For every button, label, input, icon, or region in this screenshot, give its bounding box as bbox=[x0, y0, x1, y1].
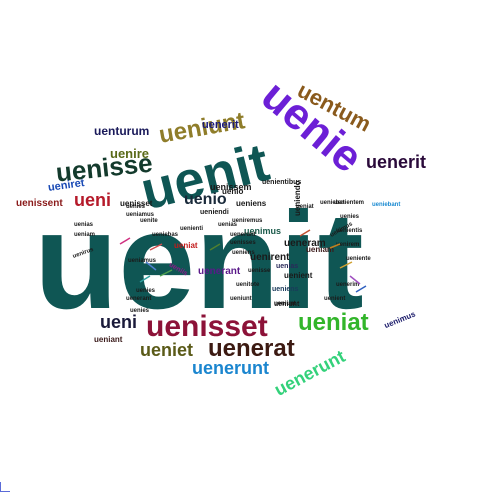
cloud-word: ueniant bbox=[94, 335, 123, 344]
cloud-word: uenias bbox=[276, 263, 298, 270]
cloud-word: uenisset bbox=[146, 310, 268, 343]
cloud-word: uenientem bbox=[334, 200, 364, 206]
cloud-word: ueniens bbox=[236, 199, 267, 208]
cloud-word: uenies bbox=[340, 214, 360, 220]
cloud-word: uenientibus bbox=[262, 179, 301, 186]
cloud-word: uenienti bbox=[180, 226, 203, 232]
cloud-word: ueniente bbox=[346, 256, 371, 262]
cloud-word: uenient bbox=[324, 296, 345, 302]
tiny-word-mark bbox=[339, 261, 353, 269]
cloud-word: uenire bbox=[110, 146, 149, 161]
tiny-word-mark bbox=[149, 243, 163, 251]
cloud-word: ueniam bbox=[306, 245, 334, 254]
cloud-word: ueniendo bbox=[293, 180, 302, 216]
cloud-word: ueniebas bbox=[152, 232, 179, 238]
cloud-word: uenio bbox=[184, 191, 227, 208]
tiny-word-mark bbox=[209, 243, 221, 251]
cloud-word: uenimus bbox=[244, 226, 281, 236]
cloud-word: uenissent bbox=[16, 198, 63, 209]
cloud-word: ueniat bbox=[174, 241, 198, 250]
tiny-word-mark bbox=[355, 285, 367, 293]
cloud-word: ueniens bbox=[232, 250, 255, 256]
cloud-word: uenitote bbox=[236, 282, 260, 288]
cloud-word: uenerant bbox=[198, 266, 241, 277]
tiny-word-mark bbox=[139, 275, 151, 283]
cloud-word: uenies bbox=[130, 308, 150, 314]
cloud-word: uenientis bbox=[336, 228, 363, 234]
cloud-word: uenirent bbox=[250, 252, 290, 263]
cloud-word: uenite bbox=[140, 218, 158, 224]
cloud-word: ueniet bbox=[140, 340, 193, 360]
cloud-word: uenit bbox=[34, 184, 364, 338]
cloud-word: ueniat bbox=[298, 309, 369, 336]
cloud-word: ueniebat bbox=[320, 200, 345, 206]
cloud-word: uenias bbox=[74, 222, 94, 228]
cloud-word: ueniens bbox=[272, 286, 299, 293]
cloud-word: uenimus bbox=[383, 309, 417, 330]
cloud-word: ueniamus bbox=[126, 212, 155, 218]
cloud-word: uenerunt bbox=[192, 358, 269, 378]
cloud-word: ueniat bbox=[296, 204, 314, 210]
cloud-word: ueniunt bbox=[230, 296, 252, 302]
cloud-word: uenio bbox=[222, 187, 243, 196]
cloud-word: uenerat bbox=[208, 335, 295, 362]
cloud-word: uenerim bbox=[336, 282, 359, 288]
cloud-word: ueni bbox=[74, 190, 111, 210]
cloud-word: ueniunt bbox=[274, 301, 296, 307]
cloud-word: ueniamus bbox=[128, 258, 157, 264]
cloud-word: ueni bbox=[100, 312, 137, 332]
corner-mark bbox=[0, 482, 10, 492]
tiny-word-marks bbox=[119, 229, 367, 293]
tiny-word-mark bbox=[159, 269, 173, 277]
cloud-word: uenerunt bbox=[230, 232, 256, 238]
tiny-word-mark bbox=[329, 243, 341, 249]
tiny-word-mark bbox=[119, 237, 131, 245]
cloud-word: uenias bbox=[218, 222, 238, 228]
cloud-word: uenient bbox=[284, 271, 313, 280]
cloud-word: ueniunt bbox=[274, 301, 300, 308]
cloud-word: ueniebant bbox=[372, 202, 400, 208]
cloud-word: uenerant bbox=[126, 296, 151, 302]
cloud-word: ueniret bbox=[47, 177, 85, 194]
cloud-word: uenisses bbox=[230, 240, 256, 246]
cloud-word: uenerit bbox=[202, 119, 239, 131]
cloud-word: uenerit bbox=[366, 152, 426, 172]
cloud-word: uenturum bbox=[94, 124, 149, 138]
cloud-word: ueniendi bbox=[200, 209, 229, 216]
cloud-word: ueniam bbox=[74, 232, 95, 238]
cloud-word: uenissem bbox=[210, 182, 252, 192]
tiny-word-mark bbox=[145, 261, 157, 271]
cloud-word: ueniremus bbox=[232, 218, 263, 224]
tiny-word-mark bbox=[299, 229, 311, 237]
cloud-word: uenisse bbox=[248, 268, 271, 274]
cloud-word: ueneram bbox=[284, 238, 326, 249]
cloud-word: uenies bbox=[126, 204, 146, 210]
cloud-word: uenisset bbox=[120, 199, 153, 208]
tiny-word-mark bbox=[349, 275, 361, 285]
cloud-word: uenirem bbox=[336, 242, 359, 248]
cloud-word: uenies bbox=[136, 288, 156, 294]
